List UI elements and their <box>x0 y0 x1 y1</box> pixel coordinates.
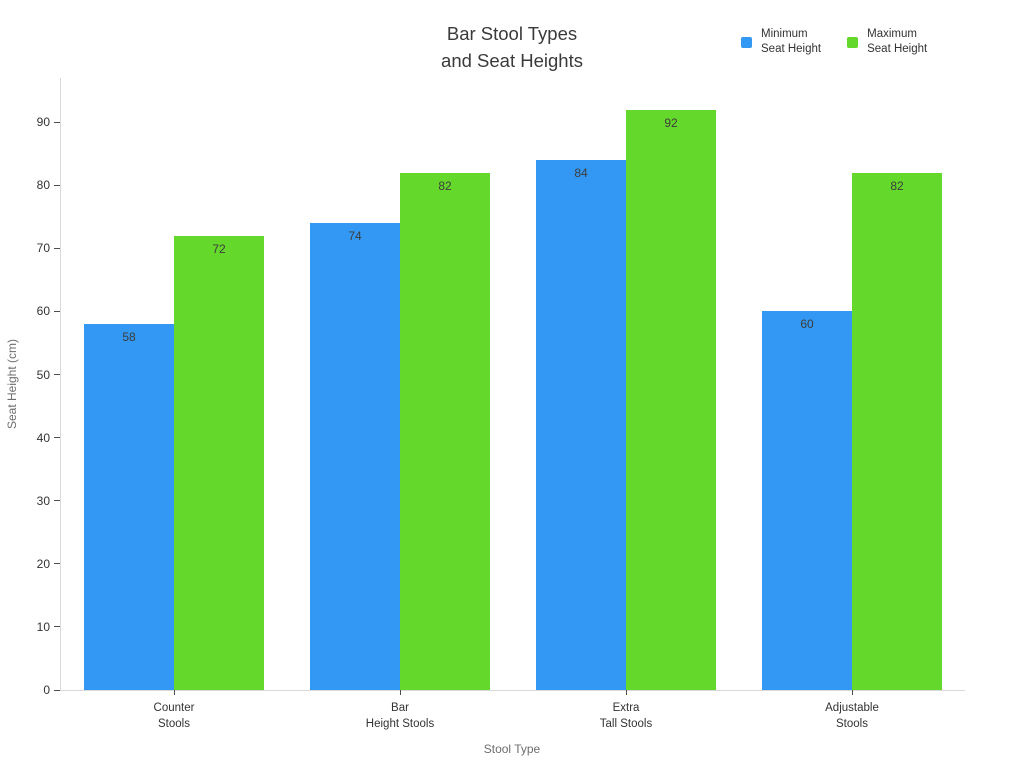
y-tick-mark <box>54 310 60 312</box>
bar: 92 <box>626 109 716 690</box>
bar: 74 <box>310 223 400 690</box>
y-tick-label: 90 <box>36 115 50 130</box>
legend-label: Minimum Seat Height <box>761 28 822 55</box>
y-tick-mark <box>54 563 60 565</box>
legend-swatch <box>741 36 752 48</box>
y-tick-label: 70 <box>36 241 50 256</box>
x-tick-mark <box>173 690 175 695</box>
y-axis-title: Seat Height (cm) <box>5 338 19 430</box>
y-tick-label: 30 <box>36 493 50 508</box>
y-tick-mark <box>54 121 60 123</box>
chart-title: Bar Stool Types and Seat Heights <box>441 23 583 71</box>
y-tick-label: 60 <box>36 304 50 319</box>
bar-value-label: 82 <box>890 178 904 193</box>
bar-value-label: 84 <box>574 166 588 181</box>
y-tick-label: 40 <box>36 430 50 445</box>
legend-swatch <box>847 36 859 48</box>
y-tick-mark <box>54 247 60 249</box>
bar-value-label: 58 <box>122 330 136 345</box>
x-tick-mark <box>625 690 627 695</box>
legend: Minimum Seat Height Maximum Seat Height <box>741 27 927 57</box>
y-tick-mark <box>54 437 60 439</box>
y-tick-mark <box>54 374 60 376</box>
y-tick-label: 10 <box>36 619 50 634</box>
y-tick-mark <box>54 184 60 186</box>
x-category-label: Counter Stools <box>153 702 195 730</box>
x-tick-mark <box>851 690 853 695</box>
bar-value-label: 60 <box>800 317 814 332</box>
y-tick-label: 80 <box>36 178 50 193</box>
y-tick-mark <box>54 626 60 628</box>
bar: 72 <box>174 235 264 690</box>
legend-item: Maximum Seat Height <box>847 27 927 57</box>
bar: 84 <box>536 160 626 690</box>
bar: 60 <box>762 311 852 690</box>
bar-value-label: 92 <box>664 115 678 130</box>
x-category-label: Extra Tall Stools <box>599 702 653 730</box>
bar: 82 <box>852 172 942 690</box>
x-axis-title: Stool Type <box>483 742 541 756</box>
bar-value-label: 72 <box>212 241 226 256</box>
y-tick-label: 20 <box>36 556 50 571</box>
plot-area: 0 10 20 30 40 50 60 70 80 90 58 72 Counter Stools 74 8… <box>37 78 965 730</box>
bar: 58 <box>84 324 174 690</box>
y-tick-mark <box>54 500 60 502</box>
legend-item: Minimum Seat Height <box>741 27 821 57</box>
y-tick-label: 50 <box>36 367 50 382</box>
x-tick-mark <box>399 690 401 695</box>
x-category-label: Adjustable Stools <box>825 702 879 730</box>
bar-value-label: 74 <box>348 229 362 244</box>
bar-value-label: 82 <box>438 178 452 193</box>
x-category-label: Bar Height Stools <box>365 702 435 730</box>
bar: 82 <box>400 172 490 690</box>
y-tick-mark <box>54 689 60 691</box>
y-tick-label: 0 <box>43 683 50 697</box>
legend-label: Maximum Seat Height <box>867 28 928 55</box>
